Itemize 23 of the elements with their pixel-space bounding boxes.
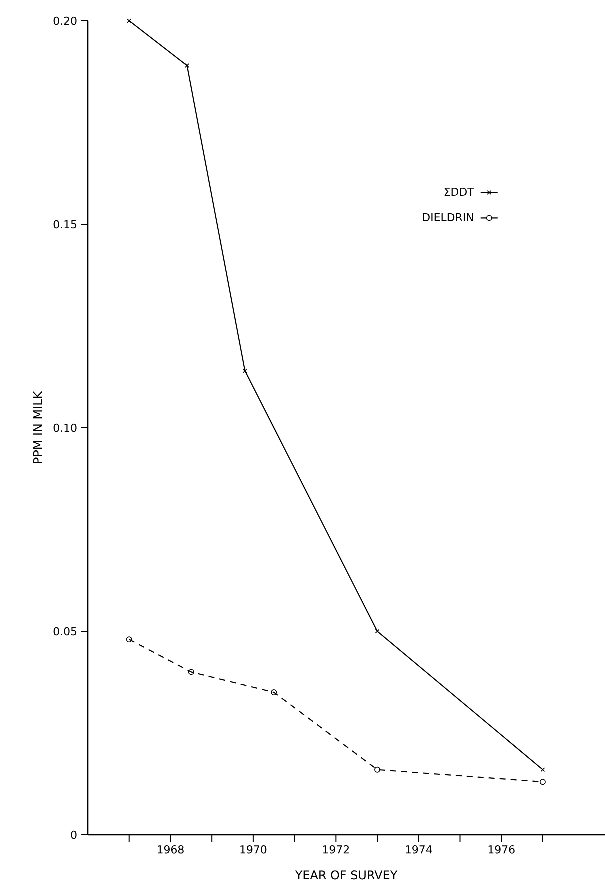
x-tick-label: 1970 bbox=[240, 846, 267, 854]
point bbox=[126, 636, 132, 643]
y-tick-label: 0.15 bbox=[54, 220, 77, 229]
y-tick-label: 0.20 bbox=[54, 16, 77, 26]
point bbox=[242, 368, 248, 374]
point bbox=[271, 690, 278, 696]
point bbox=[374, 766, 381, 773]
point bbox=[375, 629, 380, 634]
x-tick-label: 1974 bbox=[406, 846, 432, 854]
point bbox=[185, 64, 190, 68]
x-tick-label: 1976 bbox=[488, 846, 515, 854]
y-tick-label: 0.05 bbox=[54, 627, 77, 636]
point bbox=[188, 669, 194, 676]
line-series bbox=[127, 18, 546, 772]
point bbox=[540, 779, 546, 786]
x-tick-label: 1972 bbox=[323, 846, 350, 854]
legend-label: DIELDRIN bbox=[423, 213, 474, 222]
y-tick-label: 0 bbox=[71, 830, 77, 840]
x-axis-title: YEAR OF SURVEY bbox=[295, 870, 398, 880]
legend-label: ΣDDT bbox=[444, 188, 474, 196]
x-tick-label: 1968 bbox=[158, 846, 184, 854]
y-axis-title: PPM IN MILK bbox=[34, 391, 42, 464]
y-tick-label: 0.10 bbox=[54, 424, 77, 432]
